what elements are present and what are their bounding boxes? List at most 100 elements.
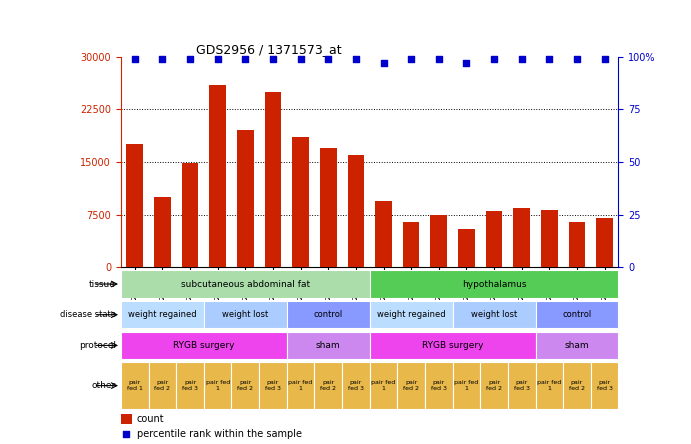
Text: pair
fed 3: pair fed 3	[513, 380, 530, 391]
Bar	[287, 362, 314, 409]
Point	[461, 59, 472, 67]
Point	[516, 56, 527, 63]
Bar	[480, 362, 508, 409]
Bar	[536, 301, 618, 329]
Text: control: control	[314, 310, 343, 319]
Bar	[287, 332, 370, 359]
Bar	[342, 362, 370, 409]
Text: sham: sham	[565, 341, 589, 350]
Bar	[204, 301, 287, 329]
Bar	[121, 332, 287, 359]
Text: weight regained: weight regained	[377, 310, 446, 319]
Point	[212, 56, 223, 63]
Bar	[204, 362, 231, 409]
Bar	[121, 270, 370, 298]
Text: pair
fed 2: pair fed 2	[486, 380, 502, 391]
Bar	[508, 362, 536, 409]
Point	[240, 56, 251, 63]
Bar	[237, 131, 254, 267]
Bar	[259, 362, 287, 409]
Bar	[292, 138, 309, 267]
Bar	[591, 362, 618, 409]
Text: disease state: disease state	[60, 310, 116, 319]
Text: pair fed
1: pair fed 1	[371, 380, 396, 391]
Bar	[121, 414, 132, 424]
Text: pair
fed 1: pair fed 1	[127, 380, 142, 391]
Bar	[375, 201, 392, 267]
Bar	[370, 270, 618, 298]
Text: sham: sham	[316, 341, 341, 350]
Point	[295, 56, 306, 63]
Point	[433, 56, 444, 63]
Point	[378, 59, 389, 67]
Text: count: count	[137, 414, 164, 424]
Text: pair
fed 2: pair fed 2	[320, 380, 337, 391]
Text: pair fed
1: pair fed 1	[288, 380, 313, 391]
Text: RYGB surgery: RYGB surgery	[422, 341, 484, 350]
Bar	[287, 301, 370, 329]
Bar	[536, 362, 563, 409]
Bar	[458, 229, 475, 267]
Bar	[430, 214, 447, 267]
Bar	[453, 362, 480, 409]
Text: pair
fed 3: pair fed 3	[182, 380, 198, 391]
Text: RYGB surgery: RYGB surgery	[173, 341, 235, 350]
Bar	[231, 362, 259, 409]
Text: pair
fed 3: pair fed 3	[265, 380, 281, 391]
Text: hypothalamus: hypothalamus	[462, 280, 527, 289]
Bar	[182, 163, 198, 267]
Bar	[563, 362, 591, 409]
Bar	[121, 301, 204, 329]
Text: weight lost: weight lost	[471, 310, 517, 319]
Bar	[209, 85, 226, 267]
Bar	[425, 362, 453, 409]
Point	[267, 56, 278, 63]
Text: subcutaneous abdominal fat: subcutaneous abdominal fat	[181, 280, 310, 289]
Bar	[149, 362, 176, 409]
Text: pair
fed 3: pair fed 3	[430, 380, 447, 391]
Text: pair
fed 3: pair fed 3	[596, 380, 613, 391]
Point	[323, 56, 334, 63]
Bar	[176, 362, 204, 409]
Bar	[370, 301, 453, 329]
Bar	[320, 148, 337, 267]
Text: pair
fed 3: pair fed 3	[348, 380, 364, 391]
Bar	[397, 362, 425, 409]
Bar	[370, 362, 397, 409]
Text: pair
fed 2: pair fed 2	[403, 380, 419, 391]
Point	[157, 56, 168, 63]
Point	[571, 56, 583, 63]
Text: weight lost: weight lost	[223, 310, 268, 319]
Bar	[541, 210, 558, 267]
Point	[350, 56, 361, 63]
Text: pair
fed 2: pair fed 2	[237, 380, 254, 391]
Text: tissue: tissue	[89, 280, 116, 289]
Text: protocol: protocol	[79, 341, 116, 350]
Bar	[121, 362, 149, 409]
Point	[129, 56, 140, 63]
Text: weight regained: weight regained	[128, 310, 197, 319]
Bar	[403, 222, 419, 267]
Point	[599, 56, 610, 63]
Point	[489, 56, 500, 63]
Bar	[126, 144, 143, 267]
Bar	[314, 362, 342, 409]
Bar	[265, 92, 281, 267]
Bar	[569, 222, 585, 267]
Bar	[486, 211, 502, 267]
Text: pair
fed 2: pair fed 2	[569, 380, 585, 391]
Bar	[536, 332, 618, 359]
Bar	[453, 301, 536, 329]
Text: pair fed
1: pair fed 1	[205, 380, 230, 391]
Point	[544, 56, 555, 63]
Text: other: other	[92, 381, 116, 390]
Bar	[154, 197, 171, 267]
Text: pair fed
1: pair fed 1	[454, 380, 479, 391]
Point	[406, 56, 417, 63]
Bar	[596, 218, 613, 267]
Text: GDS2956 / 1371573_at: GDS2956 / 1371573_at	[196, 43, 341, 56]
Bar	[513, 207, 530, 267]
Bar	[370, 332, 536, 359]
Point	[184, 56, 196, 63]
Point	[121, 430, 132, 437]
